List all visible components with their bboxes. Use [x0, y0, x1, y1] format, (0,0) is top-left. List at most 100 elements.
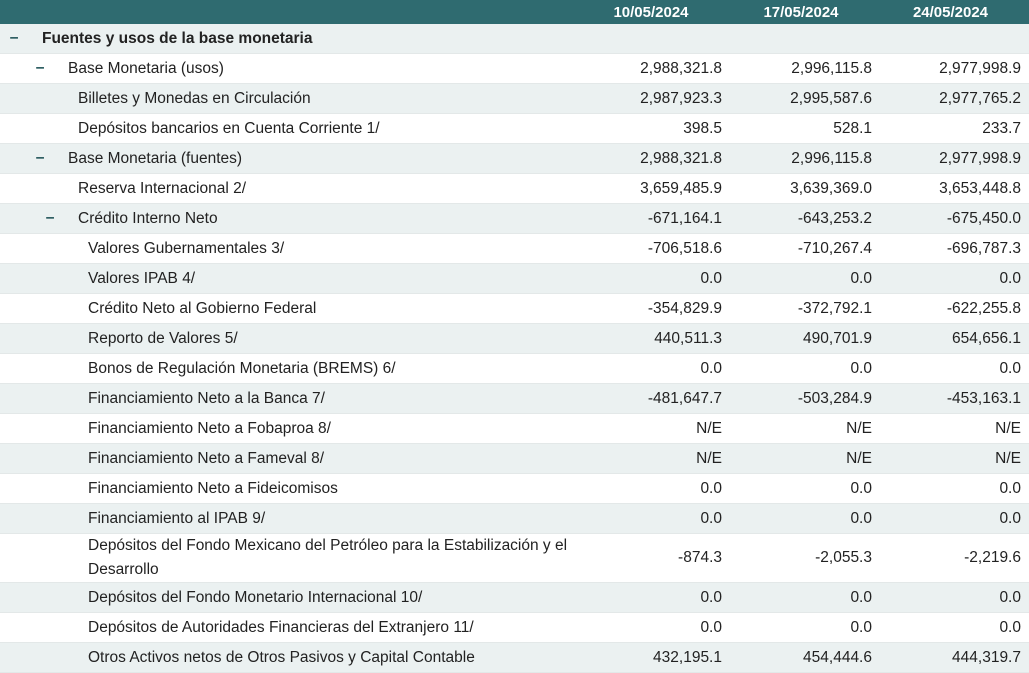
table-row: Otros Activos netos de Otros Pasivos y C…: [0, 642, 1029, 673]
collapse-icon[interactable]: −: [35, 59, 45, 77]
table-row: Depósitos del Fondo Monetario Internacio…: [0, 582, 1029, 613]
row-value: 440,511.3: [580, 323, 730, 354]
row-value: 3,639,369.0: [730, 173, 880, 204]
row-value: 0.0: [730, 582, 880, 613]
row-value: 233.7: [880, 113, 1029, 144]
table-row: Valores Gubernamentales 3/ -706,518.6 -7…: [0, 233, 1029, 264]
row-value: N/E: [880, 443, 1029, 474]
row-value: [730, 24, 880, 54]
row-label: Crédito Interno Neto: [78, 209, 218, 227]
row-value: 0.0: [580, 263, 730, 294]
row-label: Financiamiento Neto a Fideicomisos: [88, 479, 338, 497]
row-label: Billetes y Monedas en Circulación: [78, 89, 311, 107]
header-row: 10/05/2024 17/05/2024 24/05/2024: [0, 0, 1029, 24]
table-row: Depósitos bancarios en Cuenta Corriente …: [0, 113, 1029, 144]
row-value: 0.0: [580, 503, 730, 534]
row-value: 0.0: [730, 473, 880, 504]
row-value: -643,253.2: [730, 203, 880, 234]
row-value: 0.0: [730, 612, 880, 643]
row-value: -2,219.6: [880, 533, 1029, 583]
row-value: 0.0: [730, 263, 880, 294]
table-row: Financiamiento Neto a Fameval 8/ N/E N/E…: [0, 443, 1029, 474]
row-value: 444,319.7: [880, 642, 1029, 673]
row-value: 2,988,321.8: [580, 143, 730, 174]
table-row-fuentes-y-usos: − Fuentes y usos de la base monetaria: [0, 24, 1029, 54]
row-value: -503,284.9: [730, 383, 880, 414]
row-value: 3,653,448.8: [880, 173, 1029, 204]
header-date-1[interactable]: 10/05/2024: [580, 0, 730, 24]
row-value: 0.0: [880, 503, 1029, 534]
row-value: N/E: [730, 413, 880, 444]
row-value: N/E: [880, 413, 1029, 444]
row-value: 2,995,587.6: [730, 83, 880, 114]
row-value: N/E: [580, 413, 730, 444]
row-value: 0.0: [880, 353, 1029, 384]
row-value: 398.5: [580, 113, 730, 144]
row-value: N/E: [730, 443, 880, 474]
row-value: 0.0: [730, 353, 880, 384]
row-value: -874.3: [580, 533, 730, 583]
row-value: 454,444.6: [730, 642, 880, 673]
row-label: Otros Activos netos de Otros Pasivos y C…: [88, 648, 475, 666]
row-value: 2,977,998.9: [880, 53, 1029, 84]
row-value: [580, 24, 730, 54]
row-value: 0.0: [730, 503, 880, 534]
row-value: -675,450.0: [880, 203, 1029, 234]
row-label: Financiamiento Neto a Fameval 8/: [88, 449, 325, 467]
row-value: 528.1: [730, 113, 880, 144]
collapse-icon[interactable]: −: [9, 29, 19, 47]
row-value: 2,996,115.8: [730, 143, 880, 174]
row-value: 490,701.9: [730, 323, 880, 354]
table-row: Depósitos del Fondo Mexicano del Petróle…: [0, 533, 1029, 583]
row-value: 2,988,321.8: [580, 53, 730, 84]
row-value: 0.0: [580, 353, 730, 384]
row-value: [880, 24, 1029, 54]
header-date-2[interactable]: 17/05/2024: [730, 0, 880, 24]
row-label: Financiamiento Neto a Fobaproa 8/: [88, 419, 331, 437]
table-row: Financiamiento Neto a Fobaproa 8/ N/E N/…: [0, 413, 1029, 444]
table-row: Financiamiento Neto a Fideicomisos 0.0 0…: [0, 473, 1029, 504]
row-label: Valores IPAB 4/: [88, 269, 196, 287]
row-label: Crédito Neto al Gobierno Federal: [88, 299, 317, 317]
row-value: -710,267.4: [730, 233, 880, 264]
row-value: -354,829.9: [580, 293, 730, 324]
header-date-3[interactable]: 24/05/2024: [880, 0, 1029, 24]
row-label: Base Monetaria (fuentes): [68, 149, 243, 167]
row-value: 2,987,923.3: [580, 83, 730, 114]
row-value: -372,792.1: [730, 293, 880, 324]
row-value: 2,996,115.8: [730, 53, 880, 84]
header-label-cell: [0, 0, 580, 24]
row-value: 2,977,998.9: [880, 143, 1029, 174]
row-label: Fuentes y usos de la base monetaria: [42, 29, 313, 47]
row-value: 0.0: [880, 582, 1029, 613]
row-label: Depósitos del Fondo Monetario Internacio…: [88, 588, 423, 606]
table-row: Depósitos de Autoridades Financieras del…: [0, 612, 1029, 643]
row-label: Depósitos del Fondo Mexicano del Petróle…: [88, 537, 568, 578]
collapse-icon[interactable]: −: [35, 149, 45, 167]
table-row: Crédito Neto al Gobierno Federal -354,82…: [0, 293, 1029, 324]
table-row: Reserva Internacional 2/ 3,659,485.9 3,6…: [0, 173, 1029, 204]
row-value: 654,656.1: [880, 323, 1029, 354]
row-value: -453,163.1: [880, 383, 1029, 414]
collapse-icon[interactable]: −: [45, 209, 55, 227]
row-value: -696,787.3: [880, 233, 1029, 264]
row-value: -2,055.3: [730, 533, 880, 583]
table-row-credito-interno-neto: − Crédito Interno Neto -671,164.1 -643,25…: [0, 203, 1029, 234]
row-value: 0.0: [880, 263, 1029, 294]
table-row: Valores IPAB 4/ 0.0 0.0 0.0: [0, 263, 1029, 294]
row-label: Base Monetaria (usos): [68, 59, 224, 77]
row-value: 0.0: [580, 582, 730, 613]
row-label: Bonos de Regulación Monetaria (BREMS) 6/: [88, 359, 396, 377]
row-value: 3,659,485.9: [580, 173, 730, 204]
row-value: 0.0: [580, 473, 730, 504]
table-row-base-monetaria-fuentes: − Base Monetaria (fuentes) 2,988,321.8 2,…: [0, 143, 1029, 174]
row-value: 0.0: [580, 612, 730, 643]
row-label: Financiamiento Neto a la Banca 7/: [88, 389, 325, 407]
table-row: Financiamiento Neto a la Banca 7/ -481,6…: [0, 383, 1029, 414]
row-value: 0.0: [880, 612, 1029, 643]
row-value: 2,977,765.2: [880, 83, 1029, 114]
row-value: 432,195.1: [580, 642, 730, 673]
row-label: Reserva Internacional 2/: [78, 179, 247, 197]
row-value: -671,164.1: [580, 203, 730, 234]
